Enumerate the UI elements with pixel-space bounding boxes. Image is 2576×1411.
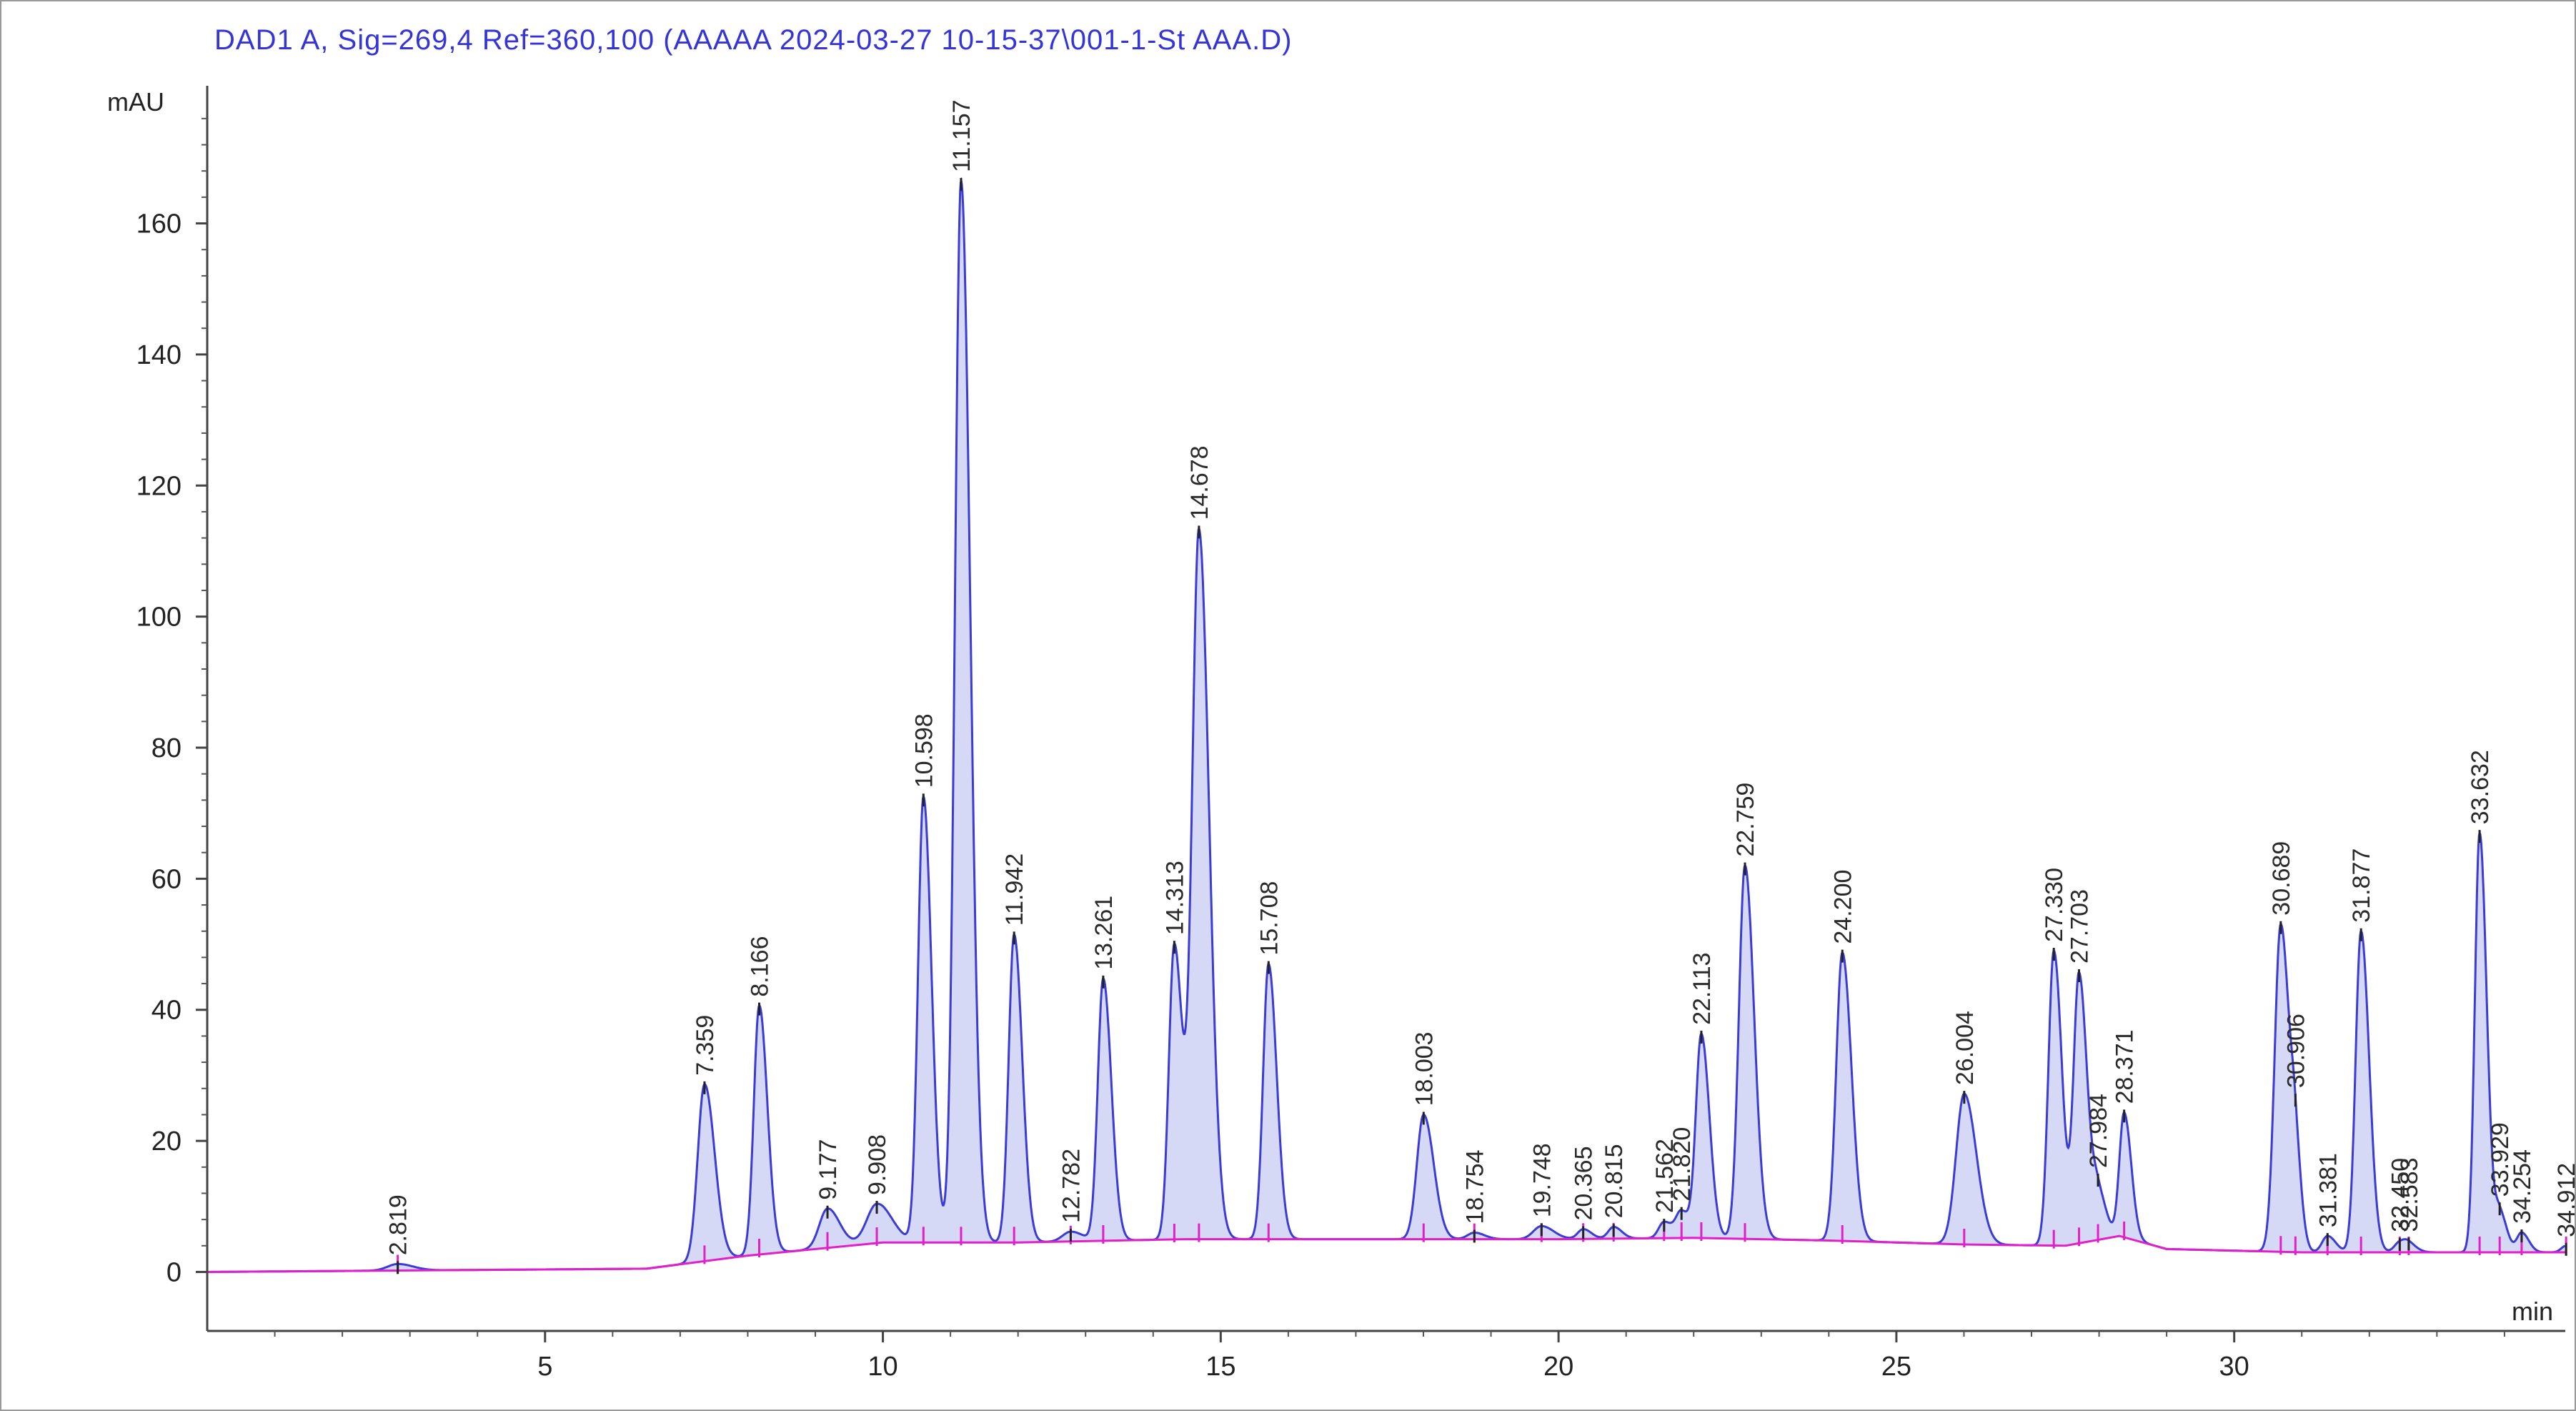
y-tick-label: 100 [136,603,181,633]
signal-fill [207,181,2565,1272]
y-tick-label: 40 [151,996,181,1026]
peak-label: 13.261 [1090,896,1118,970]
peak-label: 14.313 [1161,861,1188,935]
x-tick-label: 25 [1881,1352,1911,1382]
y-axis-unit: mAU [107,87,164,117]
x-tick-label: 20 [1543,1352,1573,1382]
x-axis-unit: min [2512,1297,2553,1326]
y-tick-label: 20 [151,1127,181,1157]
peak-label: 28.371 [2112,1029,2139,1104]
peak-label: 19.748 [1528,1143,1556,1217]
peak-label: 20.365 [1571,1147,1598,1221]
y-tick-label: 80 [151,733,181,763]
peak-label: 22.759 [1732,783,1759,857]
y-tick-label: 60 [151,864,181,894]
y-tick-label: 140 [136,340,181,370]
signal-line [207,177,2566,1273]
plot-area: 2.819 7.359 8.166 9.177 9.908 10.598 11.157 11.… [207,99,2576,1274]
peak-label: 33.929 [2487,1122,2514,1197]
peak-labels: 2.819 7.359 8.166 9.177 9.908 10.598 11.157 11.… [385,99,2576,1255]
peak-label: 22.113 [1689,952,1716,1024]
peak-label: 8.166 [747,936,774,997]
peak-label: 20.815 [1601,1144,1628,1218]
peak-label: 32.583 [2396,1157,2423,1232]
peak-label: 10.598 [910,713,938,788]
peak-label: 33.632 [2467,750,2494,824]
x-tick-label: 10 [867,1352,897,1382]
peak-label: 18.003 [1411,1031,1438,1106]
integration-baseline [207,1234,2565,1273]
peak-label: 30.689 [2268,841,2295,916]
peak-label: 7.359 [692,1015,719,1076]
peak-label: 34.912 [2553,1163,2576,1237]
peak-label: 26.004 [1951,1011,1979,1085]
x-tick-label: 15 [1205,1352,1235,1382]
peak-label: 32.450 [2387,1158,2414,1232]
peak-label: 30.906 [2282,1014,2309,1088]
x-axis: min 5 10 15 20 25 30 [207,1297,2565,1382]
y-tick-label: 160 [136,209,181,239]
y-axis: mAU 0 20 40 60 80 100 120 140 160 [107,86,209,1331]
peak-label: 34.254 [2509,1149,2536,1224]
peak-label: 2.819 [385,1194,412,1255]
peak-label: 18.754 [1461,1150,1488,1224]
peak-label: 14.678 [1186,445,1213,520]
peak-label: 12.782 [1058,1149,1085,1223]
x-tick-label: 30 [2219,1352,2249,1382]
peak-label: 27.703 [2067,889,2094,964]
peak-label: 11.942 [1001,853,1028,926]
signal-title: DAD1 A, Sig=269,4 Ref=360,100 (AAAAA 202… [214,24,1293,56]
peak-label: 31.877 [2348,848,2375,923]
y-tick-label: 0 [166,1257,181,1287]
peak-label: 15.708 [1255,881,1283,956]
peak-label: 9.908 [864,1134,891,1195]
peak-label: 9.177 [815,1139,842,1200]
x-tick-label: 5 [537,1352,552,1382]
peak-markers [397,177,2567,1274]
peak-label: 24.200 [1829,870,1856,944]
peak-label: 27.984 [2085,1094,2112,1168]
peak-label: 21.562 [1651,1139,1679,1213]
peak-label: 11.157 [948,99,975,172]
y-tick-label: 120 [136,471,181,501]
peak-label: 27.330 [2041,868,2068,942]
peak-label: 31.381 [2314,1153,2342,1227]
peak-label: 21.820 [1669,1127,1696,1202]
